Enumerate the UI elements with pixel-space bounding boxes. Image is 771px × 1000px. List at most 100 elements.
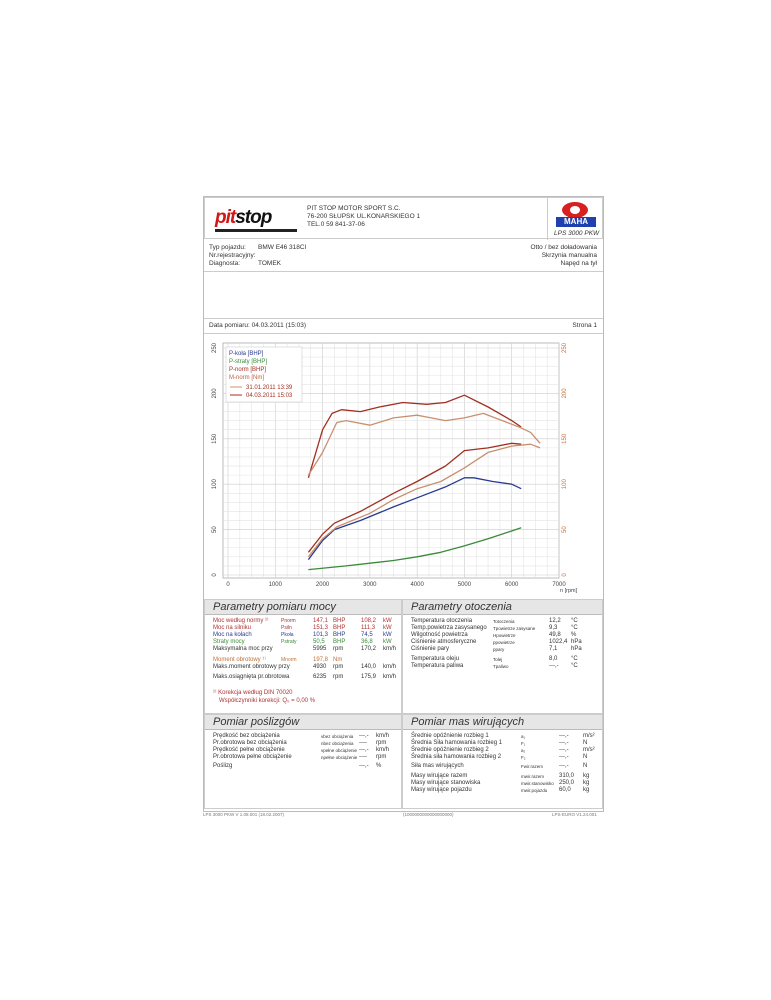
param-value-2: 108,2 [361,618,377,624]
drive-type: Napęd na tył [560,260,598,267]
param-value: ---- [359,740,367,746]
y-tick-label-right: 250 [562,342,568,353]
param-value: ---,- [559,754,569,760]
param-label: Siła mas wirujących [411,763,464,769]
param-value: ---- [359,754,367,760]
dyno-chart: 0 1000 2000 3000 4000 5000 6000 7000 0 0 50 50 100 10… [212,342,578,594]
param-value-2: 111,3 [361,625,376,631]
param-label: Masy wirujące pojazdu [411,787,472,793]
param-value: ---,- [559,747,569,753]
param-symbol: Totoczenia [493,619,515,624]
series-line-2 [307,442,522,553]
legend-box [225,346,303,403]
maha-logo: MAHA LPS 3000 PKW [547,198,604,240]
param-value-2: 140,0 [361,664,377,670]
param-value: 310,0 [559,773,575,779]
registration-label: Nr.rejestracyjny: [209,252,256,259]
param-symbol: mwir.razem [521,774,545,779]
legend-run: 04.03.2011 15:03 [246,393,293,399]
param-symbol: Mnorm [281,657,297,663]
param-value: 4930 [313,664,327,670]
param-symbol: Pnorm [281,618,296,624]
y-tick-label-left: 200 [212,388,218,399]
param-unit: rpm [333,646,344,652]
param-unit: BHP [333,632,346,638]
param-unit: km/h [376,747,390,753]
param-label: Poślizg [213,763,233,769]
param-label: Ciśnienie pary [411,646,450,652]
footer-center: (1000000000000000000) [403,812,454,817]
param-label: Moc na kołach [213,632,252,638]
x-tick-label: 5000 [458,582,472,588]
dyno-model: LPS 3000 PKW [554,230,600,237]
param-value: 60,0 [559,787,571,793]
y-tick-label-right: 0 [562,573,568,577]
param-unit-2: km/h [383,674,397,680]
y-tick-label-left: 100 [212,479,218,490]
param-label: Średnie opóźnienie rozbieg 2 [411,747,489,753]
series-line-3 [307,443,541,558]
param-unit: m/s² [583,733,595,739]
param-value: 12,2 [549,618,561,624]
param-unit: km/h [376,733,390,739]
param-symbol: Tpowietrze zasysane [493,626,536,631]
divider [204,271,603,272]
x-tick-label: 0 [226,582,230,588]
ambient-parameters-title: Parametry otoczenia [403,600,602,615]
legend-entry: P-straty [BHP] [229,359,267,365]
legend-run: 31.01.2011 13:39 [246,385,293,391]
y-tick-label-left: 50 [212,526,218,533]
param-unit: N [583,763,588,769]
series-line-1 [308,527,522,571]
param-value: 147,1 [313,618,329,624]
measurement-date: Data pomiaru: 04.03.2011 (15:03) [209,322,307,329]
param-unit: BHP [333,625,346,631]
param-value: 6235 [313,674,327,680]
x-tick-label: 2000 [316,582,330,588]
param-symbol: Hpowietrze [493,633,516,638]
company-phone: TEL.0 59 841-37-06 [307,221,365,228]
dyno-report-sheet: pitstop PIT STOP MOTOR SPORT S.C. 76-200… [203,196,604,812]
param-symbol: mwir.stanowisko [521,781,554,786]
slip-title: Pomiar poślizgów [205,715,401,730]
param-value: ---,- [359,733,369,739]
param-unit: BHP [333,639,346,645]
report-header: pitstop PIT STOP MOTOR SPORT S.C. 76-200… [204,197,604,240]
param-value-2: 74,5 [361,632,373,638]
ambient-parameters-panel: Parametry otoczenia Temperatura otoczeni… [402,599,603,714]
rotating-mass-panel: Pomiar mas wirujących Średnie opóźnienie… [402,714,603,809]
param-label: Temperatura oleju [411,656,460,662]
param-symbol: Pstraty [281,639,297,645]
param-unit-2: kW [383,618,392,624]
param-unit: Nm [333,657,343,663]
power-parameters-panel: Parametry pomiaru mocy Moc według normy … [204,599,402,714]
param-symbol: mwir.pojazdu [521,788,548,793]
param-symbol: ppowietrze [493,640,515,645]
legend-entry: P-norm [BHP] [229,367,266,373]
param-unit: % [376,763,382,769]
param-label: Masy wirujące razem [411,773,468,779]
param-value-2: 170,2 [361,646,377,652]
param-value: 250,0 [559,780,575,786]
param-unit: °C [571,656,578,662]
param-label: Temp.powietrza zasysanego [411,625,487,631]
param-label: Straty mocy [213,639,245,645]
y-tick-label-right: 50 [562,526,568,533]
param-symbol: a₁ [521,734,526,739]
param-value: 5995 [313,646,327,652]
divider [204,318,603,319]
param-unit: rpm [376,740,387,746]
param-unit-2: km/h [383,664,397,670]
param-symbol: Fwir.razem [521,764,544,769]
param-unit: N [583,740,588,746]
vehicle-type-label: Typ pojazdu: [209,244,246,251]
page-number: Strona 1 [572,322,597,329]
param-unit: kg [583,773,590,779]
param-symbol: Tpaliwo [493,664,509,669]
param-symbol: npełne obciążenie [321,755,358,760]
x-tick-label: 7000 [552,582,566,588]
correction-factor: Współczynniki korekcji: Q₀ = 0,00 % [219,698,316,704]
param-label: Średnia siła hamowania rozbieg 2 [411,754,502,760]
correction-note: ¹⁾ Korekcja według DIN 70020 [213,690,293,696]
param-unit: °C [571,618,578,624]
